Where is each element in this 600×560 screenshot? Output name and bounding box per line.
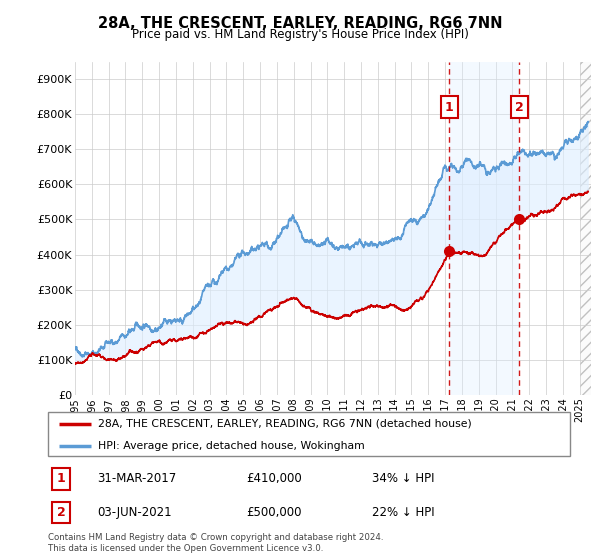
- Text: 2: 2: [56, 506, 65, 519]
- Text: 34% ↓ HPI: 34% ↓ HPI: [371, 472, 434, 486]
- Text: 03-JUN-2021: 03-JUN-2021: [98, 506, 172, 519]
- Text: 2: 2: [515, 101, 524, 114]
- Text: £410,000: £410,000: [247, 472, 302, 486]
- Text: Contains HM Land Registry data © Crown copyright and database right 2024.
This d: Contains HM Land Registry data © Crown c…: [48, 533, 383, 553]
- Text: 22% ↓ HPI: 22% ↓ HPI: [371, 506, 434, 519]
- Text: HPI: Average price, detached house, Wokingham: HPI: Average price, detached house, Woki…: [98, 441, 364, 451]
- Text: Price paid vs. HM Land Registry's House Price Index (HPI): Price paid vs. HM Land Registry's House …: [131, 28, 469, 41]
- Bar: [580, 62, 599, 395]
- Text: 28A, THE CRESCENT, EARLEY, READING, RG6 7NN: 28A, THE CRESCENT, EARLEY, READING, RG6 …: [98, 16, 502, 31]
- Text: 1: 1: [445, 101, 454, 114]
- Text: 31-MAR-2017: 31-MAR-2017: [98, 472, 177, 486]
- Bar: [580, 62, 599, 395]
- Text: 1: 1: [56, 472, 65, 486]
- Text: 28A, THE CRESCENT, EARLEY, READING, RG6 7NN (detached house): 28A, THE CRESCENT, EARLEY, READING, RG6 …: [98, 419, 472, 429]
- Text: £500,000: £500,000: [247, 506, 302, 519]
- Bar: [449, 62, 520, 395]
